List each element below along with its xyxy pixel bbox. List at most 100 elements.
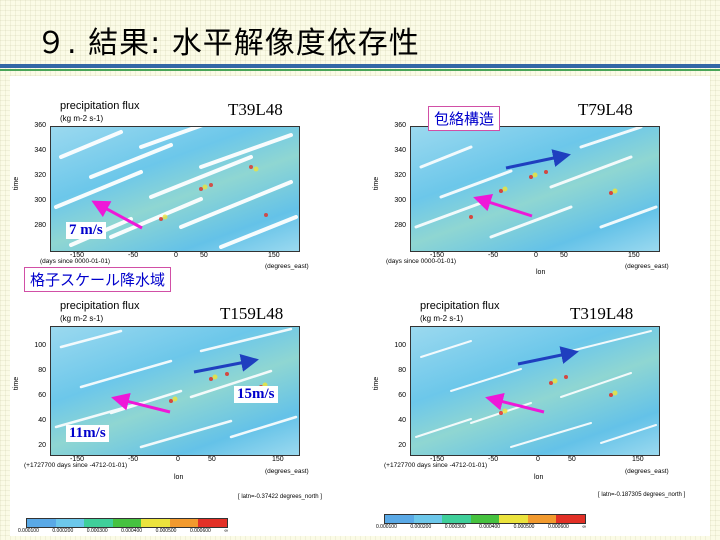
speed-label-7: 7 m/s — [66, 222, 106, 239]
x-axis-label: lon — [536, 269, 546, 276]
x-tick: -50 — [488, 456, 499, 463]
time-axis-note: (+1727700 days since -4712-01-01) — [384, 462, 488, 469]
x-unit: (degrees_east) — [625, 468, 669, 475]
colorbar-label: 0.000200 — [410, 524, 432, 530]
x-tick: 150 — [632, 456, 644, 463]
y-tick: 80 — [38, 367, 46, 374]
time-axis-note: (days since 0000-01-01) — [386, 258, 457, 265]
colorbar-swatch — [499, 515, 528, 523]
x-tick: -50 — [128, 252, 139, 259]
lat-note: [ latn=-0.37422 degrees_north ] — [238, 494, 322, 500]
speed-label-11: 11m/s — [66, 425, 109, 442]
x-axis-label: lon — [534, 474, 544, 481]
x-tick: -150 — [430, 456, 445, 463]
plot-area — [410, 126, 660, 252]
y-tick: 40 — [398, 417, 406, 424]
colorbar-left — [26, 518, 228, 528]
colorbar-label: 0.000500 — [513, 524, 535, 530]
x-tick: 0 — [536, 456, 540, 463]
plot-area — [410, 326, 660, 456]
hovmoller-field — [54, 127, 298, 249]
chart-unit: (kg m-2 s-1) — [60, 314, 104, 323]
envelope-callout: 包絡構造 — [428, 106, 501, 131]
y-tick: 340 — [34, 147, 46, 154]
x-tick: 50 — [208, 456, 216, 463]
y-axis-label: time — [13, 376, 21, 391]
slide-title: ９. 結果: 水平解像度依存性 — [36, 26, 420, 61]
x-tick: 0 — [534, 252, 538, 259]
y-tick: 280 — [34, 222, 46, 229]
colorbar-label: 0.000200 — [52, 528, 74, 534]
y-axis-label: time — [373, 176, 381, 191]
y-tick: 100 — [394, 342, 406, 349]
colorbar-swatch — [112, 519, 142, 527]
panel-t319: precipitation flux (kg m-2 s-1) T319L48 … — [370, 288, 685, 518]
colorbar-labels-left: 0.000100 0.000200 0.000300 0.000400 0.00… — [18, 528, 228, 534]
colorbar-label: 0.000400 — [121, 528, 143, 534]
x-tick: -50 — [128, 456, 139, 463]
x-tick: -150 — [70, 456, 85, 463]
x-tick: 50 — [560, 252, 568, 259]
colorbar-swatch — [198, 519, 228, 527]
panel-t79: T79L48 time 360 340 320 300 280 — [370, 76, 670, 286]
colorbar-label: 0.000600 — [547, 524, 569, 530]
panel-t39: precipitation flux (kg m-2 s-1) T39L48 t… — [10, 76, 310, 286]
colorbar-swatch — [141, 519, 170, 527]
resolution-label: T79L48 — [578, 100, 633, 119]
colorbar-label: 0.000400 — [479, 524, 501, 530]
colorbar-label: 0.000100 — [18, 528, 39, 534]
grid-scale-callout: 格子スケール降水域 — [24, 267, 172, 292]
colorbar-swatch — [55, 519, 85, 527]
chart-title: precipitation flux — [60, 100, 140, 112]
chart-unit: (kg m-2 s-1) — [420, 314, 464, 323]
y-tick: 320 — [394, 172, 406, 179]
y-tick: 60 — [38, 392, 46, 399]
y-tick: 300 — [34, 197, 46, 204]
colorbar-label: ∞ — [224, 528, 228, 534]
chart-unit: (kg m-2 s-1) — [60, 114, 104, 123]
colorbar-swatch — [385, 515, 414, 523]
speed-label-15: 15m/s — [234, 386, 278, 403]
x-tick: 50 — [200, 252, 208, 259]
x-tick: 0 — [174, 252, 178, 259]
resolution-label: T319L48 — [570, 304, 634, 323]
resolution-label: T159L48 — [220, 304, 284, 323]
colorbar-label: 0.000600 — [189, 528, 211, 534]
colorbar-right — [384, 514, 586, 524]
colorbar-swatch — [84, 519, 113, 527]
chart-title: precipitation flux — [420, 300, 500, 312]
x-tick: 50 — [568, 456, 576, 463]
x-unit: (degrees_east) — [265, 263, 309, 270]
title-rule-blue — [0, 64, 720, 68]
colorbar-label: 0.000300 — [86, 528, 108, 534]
colorbar-swatch — [556, 515, 586, 523]
x-tick: 150 — [268, 252, 280, 259]
y-tick: 60 — [398, 392, 406, 399]
hovmoller-field — [415, 330, 657, 448]
time-axis-note: (days since 0000-01-01) — [40, 258, 111, 265]
colorbar-labels-right: 0.000100 0.000200 0.000300 0.000400 0.00… — [376, 524, 586, 530]
colorbar-swatch — [27, 519, 56, 527]
figure-area: precipitation flux (kg m-2 s-1) T39L48 t… — [10, 76, 710, 536]
colorbar-swatch — [527, 515, 557, 523]
resolution-label: T39L48 — [228, 100, 283, 119]
y-tick: 80 — [398, 367, 406, 374]
x-unit: (degrees_east) — [265, 468, 309, 475]
x-tick: -50 — [488, 252, 499, 259]
colorbar-swatch — [413, 515, 443, 523]
title-rule-green — [0, 69, 720, 71]
y-tick: 360 — [34, 122, 46, 129]
x-tick: 0 — [176, 456, 180, 463]
panel-t159: precipitation flux (kg m-2 s-1) T159L48 … — [10, 288, 322, 518]
y-tick: 280 — [394, 222, 406, 229]
y-tick: 320 — [34, 172, 46, 179]
y-tick: 300 — [394, 197, 406, 204]
time-axis-note: (+1727700 days since -4712-01-01) — [24, 462, 128, 469]
y-tick: 20 — [398, 442, 406, 449]
y-axis-label: time — [13, 176, 21, 191]
x-tick: -150 — [430, 252, 445, 259]
y-tick: 20 — [38, 442, 46, 449]
y-axis-label: time — [373, 376, 381, 391]
x-unit: (degrees_east) — [625, 263, 669, 270]
colorbar-swatch — [169, 519, 199, 527]
